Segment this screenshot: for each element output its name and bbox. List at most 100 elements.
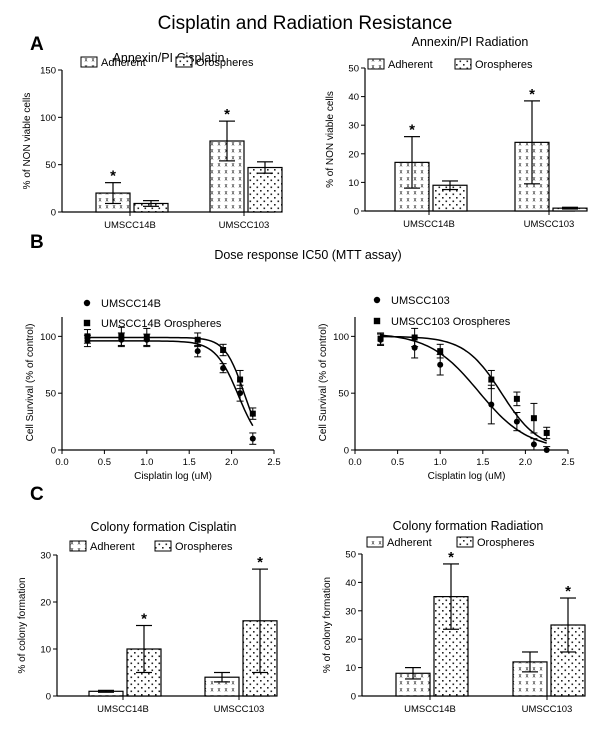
x-tick-label: UMSCC14B: [403, 219, 455, 230]
legend-label-orospheres: Orospheres: [196, 57, 254, 69]
x-tick-label: 1.0: [434, 457, 447, 468]
significance-star: *: [448, 549, 454, 566]
y-tick-label: 30: [345, 606, 356, 617]
data-point-square: [249, 410, 256, 417]
chart-title: Annexin/PI Cisplatin: [113, 51, 225, 65]
chart-title: Annexin/PI Radiation: [412, 35, 529, 49]
legend-swatch-orospheres: [456, 536, 474, 548]
x-tick-label: UMSCC103: [524, 219, 575, 230]
y-tick-label: 0: [354, 207, 359, 218]
legend-swatch-adherent: [69, 540, 87, 552]
data-point-square: [530, 415, 537, 422]
legend-label-adherent: Adherent: [387, 537, 432, 549]
data-point-circle: [513, 418, 520, 425]
y-tick-label: 0: [51, 446, 56, 457]
y-tick-label: 0: [51, 208, 56, 219]
data-point-square: [194, 336, 201, 343]
x-tick-label: UMSCC103: [219, 220, 270, 231]
y-tick-label: 50: [345, 550, 356, 561]
legend-swatch-orospheres: [175, 56, 193, 68]
legend-label-adherent: Adherent: [90, 541, 135, 553]
legend-label-orospheres: Orospheres: [477, 537, 535, 549]
data-point-square: [437, 348, 444, 355]
x-tick-label: 2.0: [519, 457, 532, 468]
y-tick-label: 0: [46, 692, 51, 703]
legend-label: UMSCC103 Orospheres: [391, 316, 511, 328]
data-point-circle: [437, 361, 444, 368]
legend-label: UMSCC14B: [101, 298, 161, 310]
legend-label-adherent: Adherent: [388, 59, 433, 71]
significance-star: *: [565, 583, 571, 600]
legend-marker-circle: [83, 299, 91, 307]
x-tick-label: 0.5: [98, 457, 111, 468]
data-point-square: [488, 376, 495, 383]
data-point-square: [513, 395, 520, 402]
x-tick-label: UMSCC14B: [97, 704, 149, 715]
fit-curve-umscc103: [380, 334, 547, 444]
legend-marker-square: [373, 317, 381, 325]
panel-b-title: Dose response IC50 (MTT assay): [214, 248, 401, 262]
y-tick-label: 20: [345, 635, 356, 646]
chart-title: Colony formation Radiation: [393, 519, 544, 533]
y-tick-label: 50: [45, 389, 56, 400]
y-tick-label: 20: [40, 598, 51, 609]
x-tick-label: 2.5: [561, 457, 574, 468]
x-axis-label: Cisplatin log (uM): [134, 471, 212, 482]
y-tick-label: 50: [348, 64, 359, 75]
data-point-square: [84, 333, 91, 340]
significance-star: *: [224, 106, 230, 123]
x-tick-label: 0.5: [391, 457, 404, 468]
data-point-square: [118, 333, 125, 340]
chart-dose-response-umscc103: 0 50 100 0.0 0.5 1.0 1.5 2.0 2.5 Cisplatin log (u…: [318, 295, 575, 482]
data-point-square: [543, 429, 550, 436]
y-tick-label: 40: [345, 578, 356, 589]
data-point-circle: [220, 365, 227, 372]
y-tick-label: 100: [40, 113, 56, 124]
fit-curve-umscc14b: [87, 340, 254, 427]
data-point-square: [220, 347, 227, 353]
panel-letter-a: A: [30, 34, 44, 55]
y-tick-label: 40: [348, 92, 359, 103]
y-axis-label: % of NON viable cells: [22, 93, 33, 190]
legend-swatch-adherent: [366, 536, 384, 548]
x-tick-label: 1.0: [140, 457, 153, 468]
legend-label-orospheres: Orospheres: [175, 541, 233, 553]
x-tick-label: UMSCC103: [522, 704, 573, 715]
y-axis-label: Cell Survival (% of control): [25, 324, 36, 442]
significance-star: *: [529, 86, 535, 103]
y-tick-label: 0: [351, 692, 356, 703]
data-point-circle: [194, 348, 201, 355]
significance-star: *: [110, 168, 116, 185]
data-point-square: [143, 334, 150, 341]
y-tick-label: 100: [40, 332, 56, 343]
y-tick-label: 50: [338, 389, 349, 400]
chart-colony-cisplatin: Colony formation Cisplatin Adherent Orosph…: [17, 520, 278, 715]
significance-star: *: [257, 554, 263, 571]
x-tick-label: UMSCC14B: [104, 220, 156, 231]
x-tick-label: 1.5: [476, 457, 489, 468]
chart-dose-response-umscc14b: 0 50 100 0.0 0.5 1.0 1.5 2.0 2.5 Cisplatin log (u…: [25, 298, 281, 482]
y-axis-label: Cell Survival (% of control): [318, 324, 329, 442]
y-axis-label: % of NON viable cells: [325, 91, 336, 188]
fit-curve-umscc103-orospheres: [380, 335, 548, 442]
x-tick-label: 1.5: [183, 457, 196, 468]
y-tick-label: 0: [344, 446, 349, 457]
significance-star: *: [409, 122, 415, 139]
x-tick-label: 2.0: [225, 457, 238, 468]
data-point-circle: [249, 435, 256, 442]
bar-orospheres-umscc103: [247, 166, 283, 213]
y-tick-label: 10: [40, 645, 51, 656]
legend-swatch-adherent: [367, 58, 385, 70]
chart-annexin-radiation: Annexin/PI Radiation Adherent Orospheres 0 1…: [325, 35, 588, 230]
chart-title: Colony formation Cisplatin: [91, 520, 237, 534]
y-tick-label: 50: [45, 160, 56, 171]
y-tick-label: 30: [348, 121, 359, 132]
legend-swatch-orospheres: [454, 58, 472, 70]
x-tick-label: UMSCC14B: [404, 704, 456, 715]
legend-swatch-orospheres: [154, 540, 172, 552]
legend-swatch-adherent: [80, 56, 98, 68]
fit-curve-umscc14b-orospheres: [87, 336, 254, 418]
significance-star: *: [141, 611, 147, 628]
